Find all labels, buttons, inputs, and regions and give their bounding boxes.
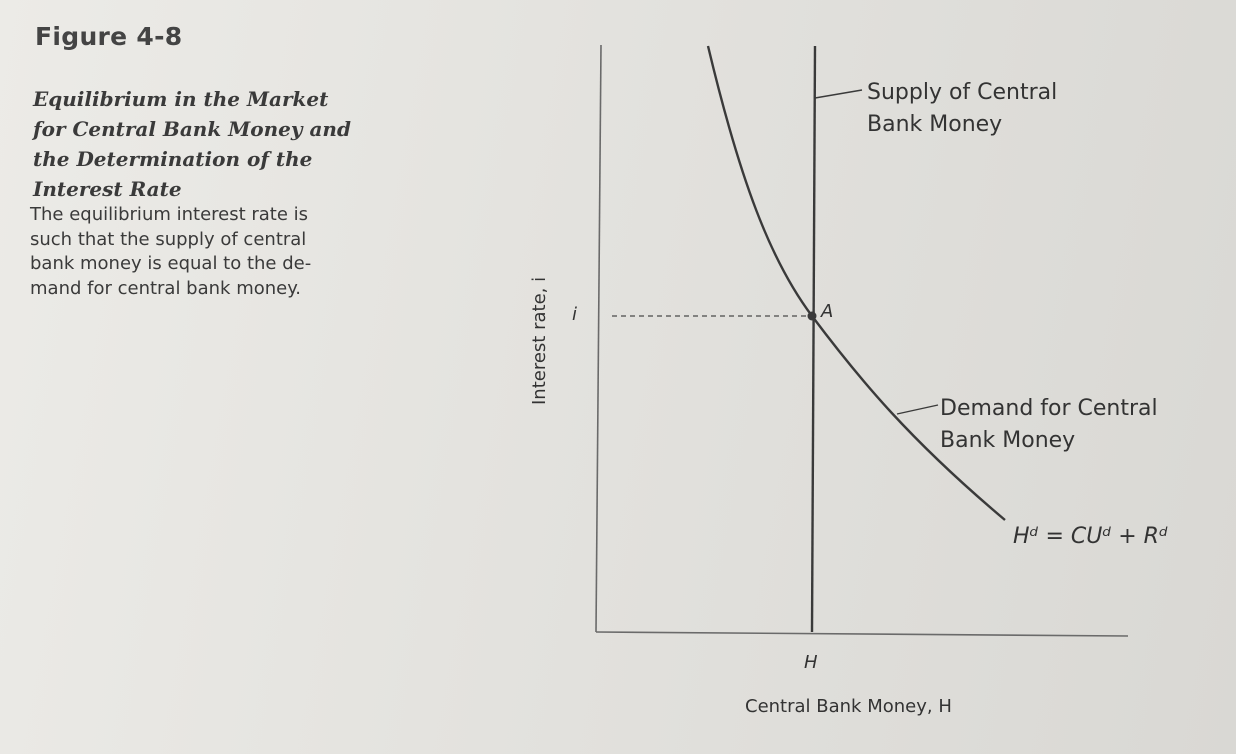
figure-title-line: Interest Rate: [33, 177, 182, 201]
x-axis-title: Central Bank Money, H: [745, 696, 952, 717]
demand-label-leader: [896, 404, 939, 415]
figure-caption-line: The equilibrium interest rate is: [30, 204, 309, 225]
y-axis: [595, 44, 602, 633]
figure-caption: The equilibrium interest rate is such th…: [30, 203, 375, 301]
x-tick-label: H: [804, 652, 818, 673]
demand-label-line: Bank Money: [940, 428, 1075, 453]
figure-caption-line: such that the supply of central: [30, 228, 307, 250]
supply-label-leader: [814, 89, 863, 99]
equilibrium-point-label: A: [820, 301, 833, 322]
figure-title: Equilibrium in the Market for Central Ba…: [33, 84, 373, 204]
demand-equation: Hᵈ = CUᵈ + Rᵈ: [1013, 524, 1168, 549]
figure-number: Figure 4-8: [35, 22, 183, 51]
y-axis-title: Interest rate, i: [529, 277, 550, 405]
figure-title-line: Equilibrium in the Market: [33, 87, 329, 111]
equilibrium-point: [807, 311, 817, 321]
supply-label-line: Supply of Central: [867, 80, 1057, 105]
figure-title-line: for Central Bank Money and: [33, 117, 351, 141]
demand-label-line: Demand for Central: [940, 396, 1158, 421]
figure-caption-line: mand for central bank money.: [30, 277, 302, 299]
y-tick-label: i: [572, 304, 577, 325]
figure-title-line: the Determination of the: [33, 147, 313, 171]
supply-label-line: Bank Money: [867, 112, 1002, 137]
x-axis: [595, 631, 1129, 637]
supply-line: [810, 45, 817, 633]
figure-caption-line: bank money is equal to the de-: [30, 253, 312, 274]
